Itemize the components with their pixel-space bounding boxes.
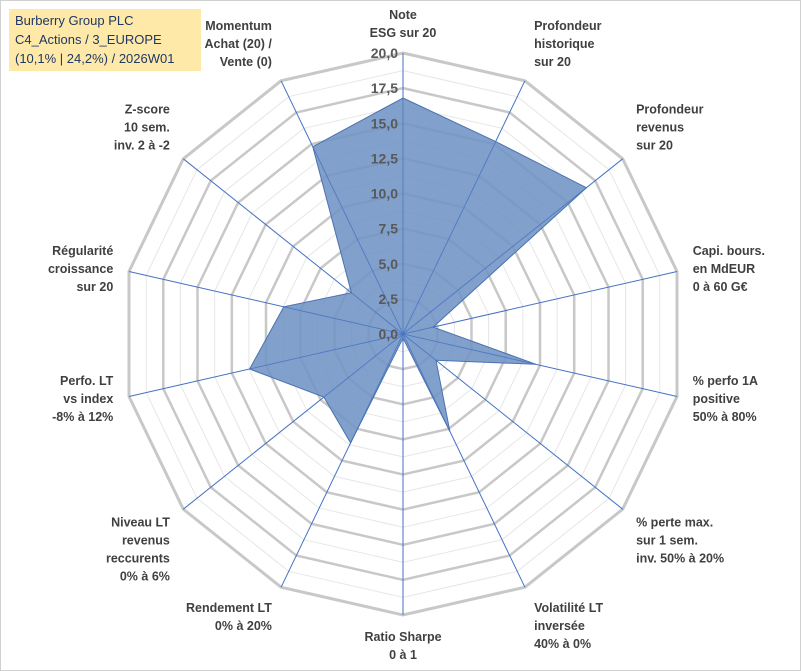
axis-label: Z-score 10 sem. inv. 2 à -2 bbox=[114, 102, 170, 152]
radar-spoke-overlay bbox=[323, 333, 404, 398]
radar-axis-labels: Note ESG sur 20 Profondeur historique sur 20… bbox=[48, 8, 765, 662]
radar-spoke-overlay bbox=[312, 146, 404, 335]
axis-label: Régularité croissance sur 20 bbox=[48, 244, 113, 294]
axis-label: % perfo 1A positive 50% à 80% bbox=[693, 374, 758, 424]
radar-spoke-overlay bbox=[350, 333, 404, 444]
axis-label: Niveau LT revenus reccurents 0% à 6% bbox=[106, 516, 170, 584]
radar-spoke-overlay bbox=[351, 292, 404, 335]
radar-spoke-overlay bbox=[402, 326, 434, 335]
axis-label: Capi. bours. en MdEUR 0 à 60 G€ bbox=[693, 244, 765, 294]
radar-spoke-overlay bbox=[402, 333, 437, 361]
axis-label: Profondeur historique sur 20 bbox=[534, 19, 601, 69]
radar-tick-labels: 0,0 2,5 5,0 7,5 10,0 12,5 15,0 17,5 20,0 bbox=[371, 45, 398, 342]
chart-title-box: Burberry Group PLC C4_Actions / 3_EUROPE… bbox=[9, 9, 201, 71]
radar-spoke-overlay bbox=[249, 333, 404, 370]
tick-label: 10,0 bbox=[371, 186, 398, 202]
axis-label: Volatilité LT inversée 40% à 0% bbox=[534, 601, 603, 651]
axis-label: Perfo. LT vs index -8% à 12% bbox=[52, 374, 114, 424]
axis-label: Rendement LT 0% à 20% bbox=[186, 601, 272, 633]
tick-label: 15,0 bbox=[371, 115, 398, 131]
axis-label: Momentum Achat (20) / Vente (0) bbox=[205, 19, 273, 69]
radar-spoke-overlay bbox=[402, 333, 451, 432]
radar-spoke-overlay bbox=[402, 333, 536, 365]
radar-spoke bbox=[402, 271, 678, 335]
tick-label: 7,5 bbox=[379, 221, 399, 237]
radar-spoke bbox=[402, 333, 624, 510]
radar-spoke-overlay bbox=[283, 306, 404, 335]
axis-label: Ratio Sharpe 0 à 1 bbox=[364, 630, 441, 662]
axis-label: Profondeur revenus sur 20 bbox=[636, 102, 703, 152]
axis-label: Note ESG sur 20 bbox=[370, 8, 437, 40]
tick-label: 20,0 bbox=[371, 45, 398, 61]
radar-spoke-overlay bbox=[402, 187, 587, 335]
title-line-period: (10,1% | 24,2%) / 2026W01 bbox=[15, 51, 175, 66]
tick-label: 12,5 bbox=[371, 150, 398, 166]
title-line-category: C4_Actions / 3_EUROPE bbox=[15, 32, 162, 47]
title-line-company: Burberry Group PLC bbox=[15, 13, 134, 28]
radar-series bbox=[248, 97, 588, 444]
tick-label: 0,0 bbox=[379, 326, 399, 342]
radar-spoke-overlay bbox=[402, 141, 497, 335]
axis-label: % perte max. sur 1 sem. inv. 50% à 20% bbox=[636, 516, 724, 566]
tick-label: 2,5 bbox=[379, 291, 399, 307]
tick-label: 17,5 bbox=[371, 80, 398, 96]
tick-label: 5,0 bbox=[379, 256, 399, 272]
